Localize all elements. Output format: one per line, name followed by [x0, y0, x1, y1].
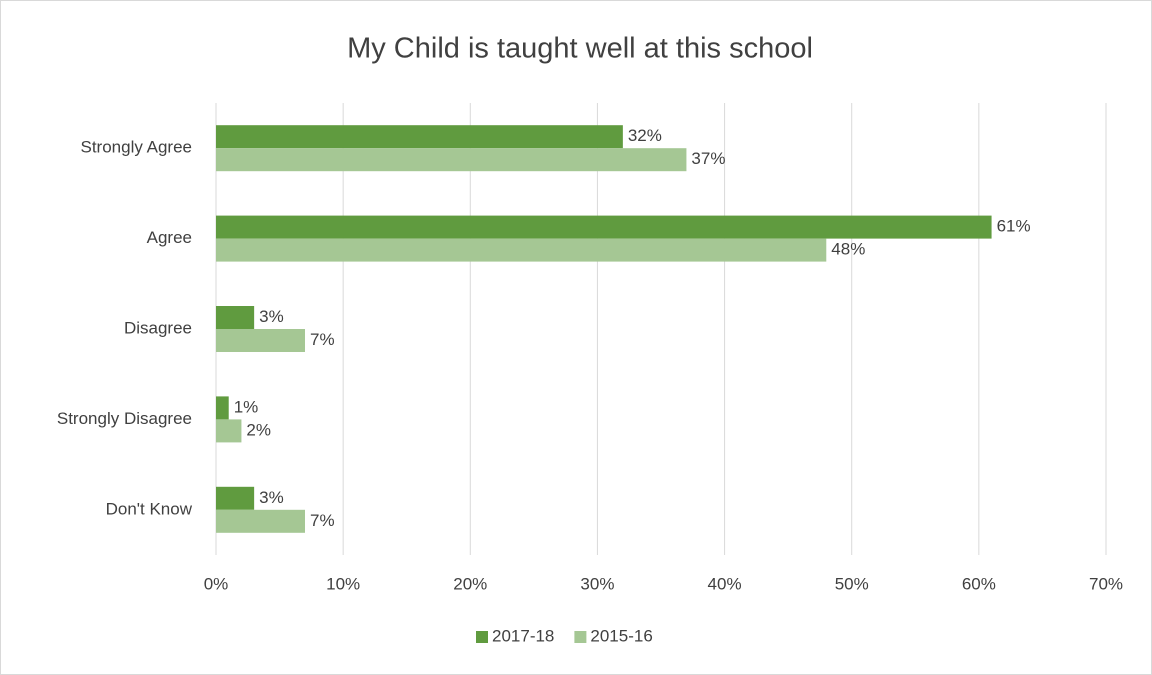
value-label: 7%	[310, 511, 335, 530]
bar	[216, 486, 255, 510]
x-tick-label: 10%	[326, 574, 360, 593]
x-tick-label: 40%	[708, 574, 742, 593]
bar	[216, 215, 992, 239]
y-tick-label: Strongly Agree	[80, 138, 192, 157]
bar	[216, 148, 687, 172]
legend-swatch	[574, 631, 587, 643]
x-tick-label: 30%	[580, 574, 614, 593]
value-label: 32%	[628, 126, 662, 145]
y-tick-label: Don't Know	[106, 499, 193, 518]
value-label: 3%	[259, 488, 284, 507]
bar	[216, 509, 305, 533]
value-label: 3%	[259, 307, 284, 326]
x-tick-label: 50%	[835, 574, 869, 593]
value-label: 2%	[246, 420, 271, 439]
bar	[216, 396, 229, 420]
x-tick-label: 0%	[204, 574, 229, 593]
bar	[216, 419, 242, 443]
value-label: 48%	[831, 240, 865, 259]
legend-label: 2015-16	[590, 626, 652, 645]
legend-swatch	[476, 631, 488, 643]
bar	[216, 306, 255, 329]
bar	[216, 329, 305, 352]
x-tick-label: 20%	[453, 574, 487, 593]
y-tick-label: Strongly Disagree	[57, 409, 192, 428]
legend-label: 2017-18	[492, 626, 554, 645]
bar	[216, 238, 827, 262]
chart-title: My Child is taught well at this school	[347, 33, 813, 65]
value-label: 61%	[997, 217, 1031, 236]
y-tick-label: Agree	[147, 228, 192, 247]
x-tick-label: 60%	[962, 574, 996, 593]
value-label: 37%	[691, 149, 725, 168]
y-tick-label: Disagree	[124, 318, 192, 337]
bar	[216, 125, 623, 149]
value-label: 7%	[310, 330, 335, 349]
x-tick-label: 70%	[1089, 574, 1123, 593]
value-label: 1%	[234, 397, 259, 416]
